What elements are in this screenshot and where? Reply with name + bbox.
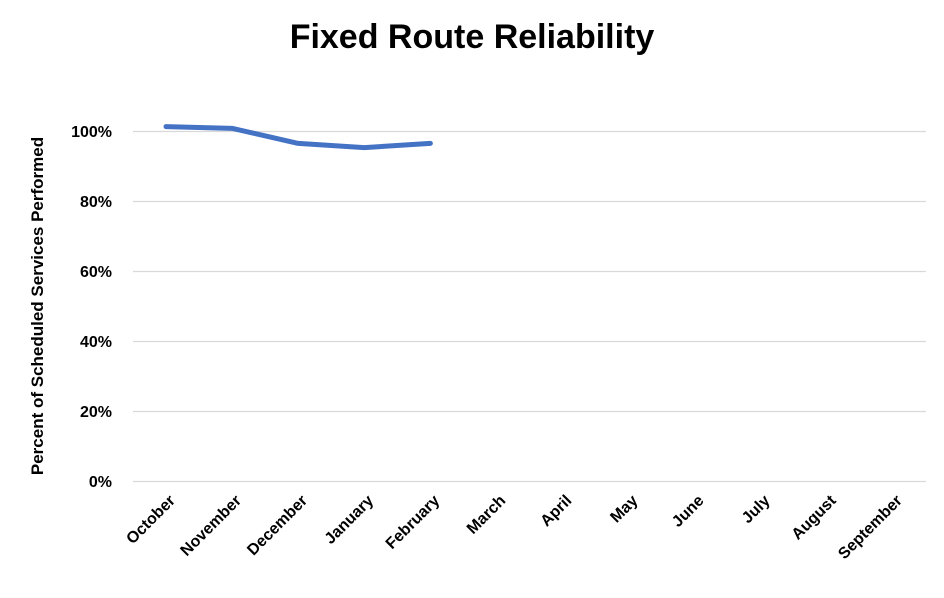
x-tick-label: July bbox=[739, 492, 774, 527]
x-tick-label: April bbox=[538, 492, 576, 530]
reliability-line-series bbox=[163, 124, 433, 151]
x-tick-label: January bbox=[322, 492, 377, 547]
y-tick-label: 80% bbox=[80, 194, 112, 211]
y-tick-label: 20% bbox=[80, 404, 112, 421]
y-tick-label: 100% bbox=[71, 124, 112, 141]
x-tick-label: December bbox=[244, 492, 311, 559]
x-tick-label: February bbox=[383, 492, 444, 553]
x-tick-label: September bbox=[835, 492, 906, 563]
x-tick-label: August bbox=[789, 492, 840, 543]
x-tick-label: March bbox=[464, 492, 509, 537]
x-tick-label: May bbox=[607, 492, 641, 526]
y-tick-label: 60% bbox=[80, 264, 112, 281]
x-tick-label: November bbox=[178, 492, 245, 559]
x-tick-label: June bbox=[669, 492, 707, 530]
y-tick-label: 0% bbox=[89, 474, 112, 491]
x-tick-label: October bbox=[123, 492, 178, 547]
chart-title: Fixed Route Reliability bbox=[289, 18, 655, 56]
y-tick-label: 40% bbox=[80, 334, 112, 351]
